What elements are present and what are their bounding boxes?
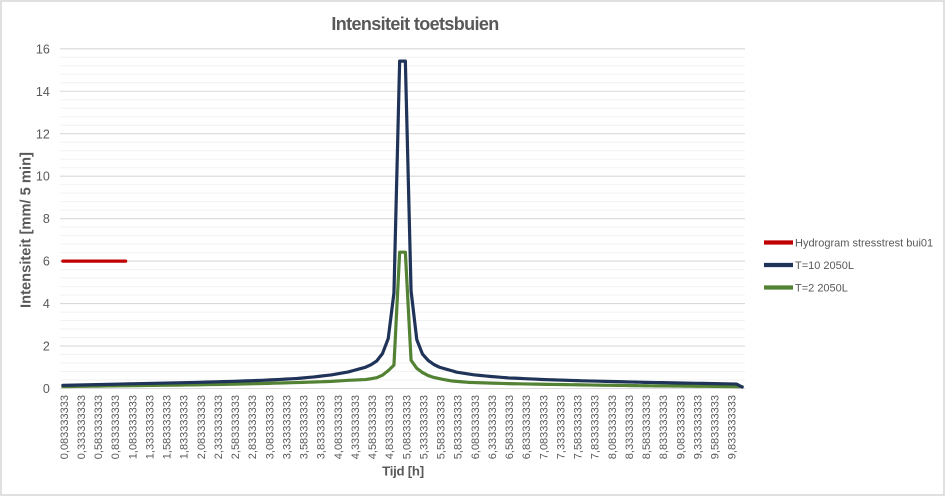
svg-text:7,333333333: 7,333333333	[555, 395, 567, 459]
svg-text:0,083333333: 0,083333333	[59, 395, 71, 459]
svg-text:7,833333333: 7,833333333	[590, 395, 602, 459]
svg-text:8,333333333: 8,333333333	[624, 395, 636, 459]
svg-text:6,583333333: 6,583333333	[504, 395, 516, 459]
svg-text:6: 6	[43, 255, 50, 269]
svg-text:1,333333333: 1,333333333	[144, 395, 156, 459]
svg-text:3,083333333: 3,083333333	[264, 395, 276, 459]
svg-text:3,833333333: 3,833333333	[316, 395, 328, 459]
svg-text:3,583333333: 3,583333333	[299, 395, 311, 459]
svg-text:T=10 2050L: T=10 2050L	[795, 260, 854, 272]
svg-text:5,333333333: 5,333333333	[418, 395, 430, 459]
svg-text:0: 0	[43, 382, 50, 396]
svg-text:4,583333333: 4,583333333	[367, 395, 379, 459]
svg-text:10: 10	[36, 170, 50, 184]
svg-text:1,833333333: 1,833333333	[179, 395, 191, 459]
svg-text:4,833333333: 4,833333333	[384, 395, 396, 459]
svg-text:9,333333333: 9,333333333	[692, 395, 704, 459]
svg-text:4,083333333: 4,083333333	[333, 395, 345, 459]
svg-text:6,083333333: 6,083333333	[470, 395, 482, 459]
svg-text:2,083333333: 2,083333333	[196, 395, 208, 459]
svg-text:0,833333333: 0,833333333	[110, 395, 122, 459]
svg-text:4,333333333: 4,333333333	[350, 395, 362, 459]
svg-text:7,583333333: 7,583333333	[573, 395, 585, 459]
svg-text:8,583333333: 8,583333333	[641, 395, 653, 459]
svg-text:2,583333333: 2,583333333	[230, 395, 242, 459]
svg-text:9,583333333: 9,583333333	[710, 395, 722, 459]
svg-text:1,083333333: 1,083333333	[127, 395, 139, 459]
svg-text:2,333333333: 2,333333333	[213, 395, 225, 459]
svg-text:9,083333333: 9,083333333	[675, 395, 687, 459]
svg-text:0,333333333: 0,333333333	[76, 395, 88, 459]
svg-text:5,833333333: 5,833333333	[453, 395, 465, 459]
svg-text:16: 16	[36, 42, 50, 56]
svg-text:6,833333333: 6,833333333	[521, 395, 533, 459]
svg-text:T=2 2050L: T=2 2050L	[795, 282, 848, 294]
svg-text:12: 12	[36, 127, 50, 141]
svg-text:6,333333333: 6,333333333	[487, 395, 499, 459]
svg-text:8,833333333: 8,833333333	[658, 395, 670, 459]
svg-text:9,833333333: 9,833333333	[727, 395, 739, 459]
svg-text:2,833333333: 2,833333333	[247, 395, 259, 459]
svg-text:Intensiteit [mm/ 5 min]: Intensiteit [mm/ 5 min]	[19, 152, 35, 308]
svg-text:8,083333333: 8,083333333	[607, 395, 619, 459]
svg-text:2: 2	[43, 340, 50, 354]
svg-text:5,583333333: 5,583333333	[436, 395, 448, 459]
svg-text:0,583333333: 0,583333333	[93, 395, 105, 459]
svg-text:Hydrogram stresstrest bui01: Hydrogram stresstrest bui01	[795, 237, 933, 249]
svg-text:3,333333333: 3,333333333	[281, 395, 293, 459]
svg-text:4: 4	[43, 297, 50, 311]
svg-text:Tijd [h]: Tijd [h]	[382, 463, 424, 478]
svg-text:7,083333333: 7,083333333	[538, 395, 550, 459]
svg-text:8: 8	[43, 212, 50, 226]
svg-text:5,083333333: 5,083333333	[401, 395, 413, 459]
svg-text:1,583333333: 1,583333333	[162, 395, 174, 459]
svg-text:14: 14	[36, 85, 50, 99]
svg-text:Intensiteit toetsbuien: Intensiteit toetsbuien	[331, 14, 498, 34]
